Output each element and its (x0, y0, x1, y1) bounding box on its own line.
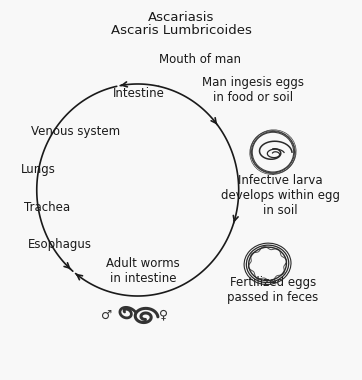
Text: ♀: ♀ (159, 309, 168, 321)
Text: Venous system: Venous system (31, 125, 121, 138)
Text: ♂: ♂ (101, 309, 113, 321)
Text: Ascaris Lumbricoides: Ascaris Lumbricoides (110, 24, 252, 38)
Text: Mouth of man: Mouth of man (159, 53, 241, 66)
Text: Infective larva
develops within egg
in soil: Infective larva develops within egg in s… (221, 174, 340, 217)
Text: Adult worms
in intestine: Adult worms in intestine (106, 257, 180, 285)
Text: Trachea: Trachea (24, 201, 70, 214)
Text: Ascariasis: Ascariasis (148, 11, 214, 24)
Text: Man ingesis eggs
in food or soil: Man ingesis eggs in food or soil (202, 76, 304, 104)
Text: Intestine: Intestine (113, 87, 164, 100)
Text: Fertilized eggs
passed in feces: Fertilized eggs passed in feces (227, 276, 319, 304)
Text: Esophagus: Esophagus (28, 238, 92, 252)
Text: Lungs: Lungs (21, 163, 55, 176)
